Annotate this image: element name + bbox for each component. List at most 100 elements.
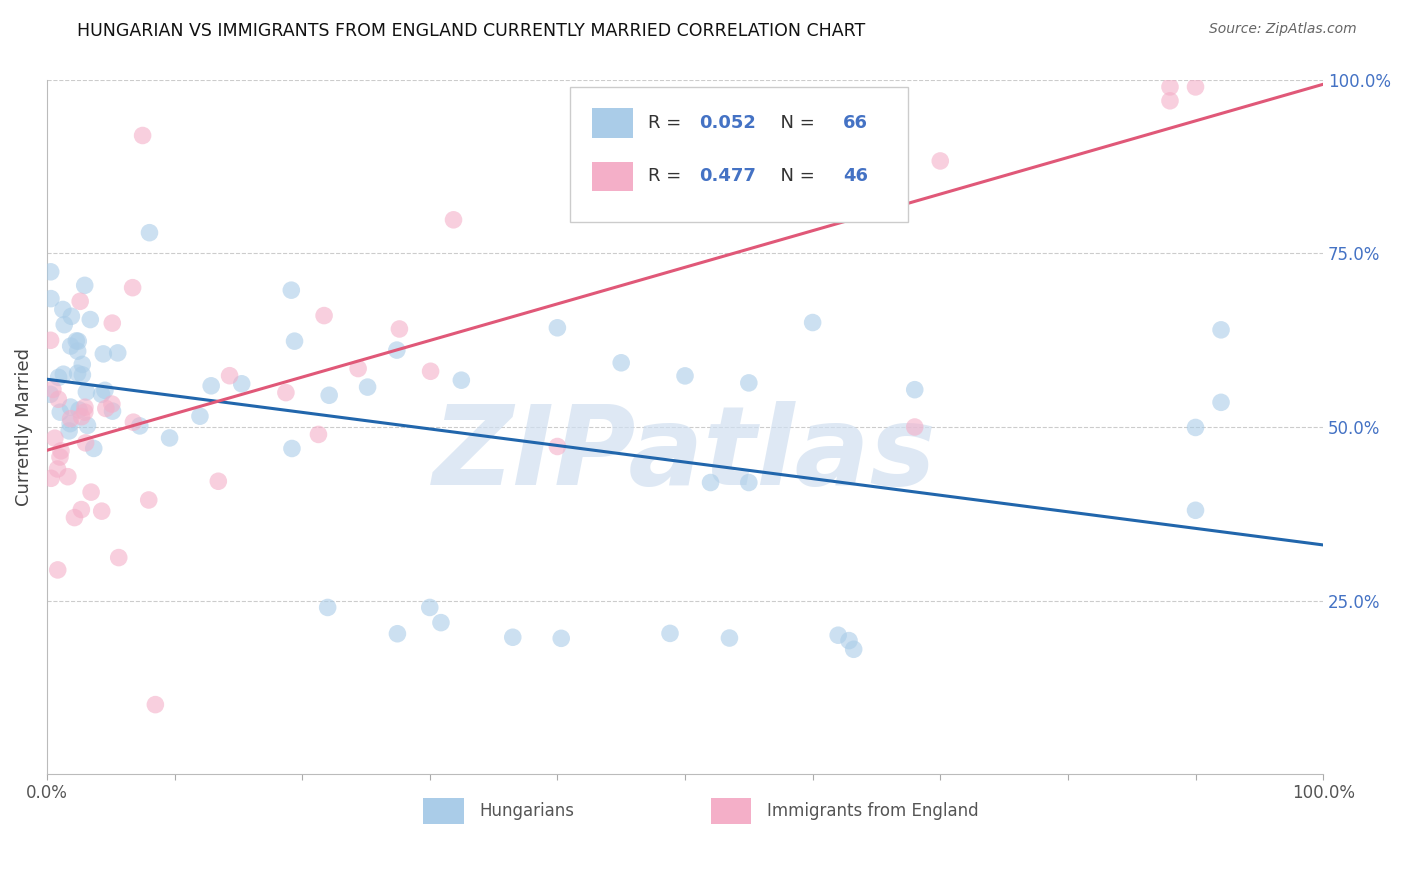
Point bbox=[1209, 395, 1232, 409]
Point bbox=[52, 368, 75, 382]
Point bbox=[546, 440, 568, 454]
Point bbox=[49, 450, 72, 464]
Point bbox=[801, 152, 824, 166]
Point bbox=[659, 626, 682, 640]
Point bbox=[39, 333, 62, 347]
Point bbox=[70, 409, 93, 424]
Point bbox=[101, 397, 124, 411]
Point bbox=[101, 404, 124, 418]
Point bbox=[75, 436, 97, 450]
Point bbox=[904, 383, 927, 397]
Point bbox=[316, 600, 339, 615]
Point bbox=[121, 280, 143, 294]
Point bbox=[80, 485, 103, 500]
Point bbox=[122, 415, 145, 429]
Point bbox=[75, 385, 97, 400]
Point bbox=[218, 368, 240, 383]
Point bbox=[101, 316, 124, 330]
Point bbox=[39, 292, 62, 306]
Point bbox=[385, 343, 408, 357]
Point bbox=[49, 443, 72, 458]
Point bbox=[65, 334, 87, 348]
Point bbox=[72, 357, 94, 371]
Y-axis label: Currently Married: Currently Married bbox=[15, 348, 32, 506]
Point bbox=[60, 310, 83, 324]
Point bbox=[207, 475, 229, 489]
Text: 0.052: 0.052 bbox=[699, 114, 756, 132]
Bar bbox=[710, 797, 751, 824]
Point bbox=[699, 475, 721, 490]
Point bbox=[842, 642, 865, 657]
Point bbox=[145, 698, 167, 712]
Text: R =: R = bbox=[648, 114, 688, 132]
Point bbox=[73, 278, 96, 293]
Bar bbox=[592, 161, 633, 191]
FancyBboxPatch shape bbox=[571, 87, 908, 222]
Point bbox=[94, 401, 117, 416]
Point bbox=[550, 632, 572, 646]
Point bbox=[1209, 323, 1232, 337]
Point bbox=[283, 334, 305, 348]
Point bbox=[67, 403, 90, 417]
Point bbox=[1159, 79, 1181, 94]
Point bbox=[546, 320, 568, 334]
Bar bbox=[423, 797, 464, 824]
Point bbox=[44, 431, 66, 445]
Text: 46: 46 bbox=[844, 168, 869, 186]
Point bbox=[66, 344, 89, 359]
Point bbox=[318, 388, 340, 402]
Point bbox=[90, 387, 112, 401]
Point bbox=[76, 418, 98, 433]
Point bbox=[90, 504, 112, 518]
Point bbox=[314, 309, 336, 323]
Point bbox=[356, 380, 378, 394]
Point bbox=[738, 475, 761, 490]
Point bbox=[718, 631, 741, 645]
Point bbox=[419, 600, 441, 615]
Point bbox=[128, 418, 150, 433]
Point bbox=[673, 191, 696, 205]
Point bbox=[72, 368, 94, 382]
Point bbox=[59, 411, 82, 425]
Point bbox=[70, 502, 93, 516]
Point bbox=[39, 387, 62, 401]
Point bbox=[138, 226, 160, 240]
Point bbox=[94, 384, 117, 398]
Text: Hungarians: Hungarians bbox=[479, 802, 575, 820]
Point bbox=[419, 364, 441, 378]
Point bbox=[73, 401, 96, 415]
Text: 0.477: 0.477 bbox=[699, 168, 756, 186]
Point bbox=[388, 322, 411, 336]
Point bbox=[308, 427, 330, 442]
Text: R =: R = bbox=[648, 168, 688, 186]
Point bbox=[66, 366, 89, 380]
Point bbox=[46, 563, 69, 577]
Point bbox=[69, 294, 91, 309]
Point bbox=[107, 550, 129, 565]
Point bbox=[200, 379, 222, 393]
Point bbox=[443, 212, 465, 227]
Point bbox=[430, 615, 453, 630]
Point bbox=[79, 312, 101, 326]
Point bbox=[1184, 503, 1206, 517]
Point bbox=[59, 400, 82, 414]
Text: Source: ZipAtlas.com: Source: ZipAtlas.com bbox=[1209, 22, 1357, 37]
Point bbox=[274, 385, 297, 400]
Point bbox=[83, 442, 105, 456]
Point bbox=[502, 630, 524, 644]
Point bbox=[131, 128, 153, 143]
Text: N =: N = bbox=[769, 114, 821, 132]
Text: ZIPatlas: ZIPatlas bbox=[433, 401, 936, 508]
Point bbox=[59, 417, 82, 431]
Point bbox=[610, 356, 633, 370]
Point bbox=[48, 370, 70, 384]
Point bbox=[827, 628, 849, 642]
Point bbox=[73, 405, 96, 419]
Point bbox=[347, 361, 370, 376]
Point bbox=[387, 626, 409, 640]
Text: Immigrants from England: Immigrants from England bbox=[766, 802, 979, 820]
Text: N =: N = bbox=[769, 168, 821, 186]
Point bbox=[39, 265, 62, 279]
Point bbox=[56, 469, 79, 483]
Point bbox=[673, 368, 696, 383]
